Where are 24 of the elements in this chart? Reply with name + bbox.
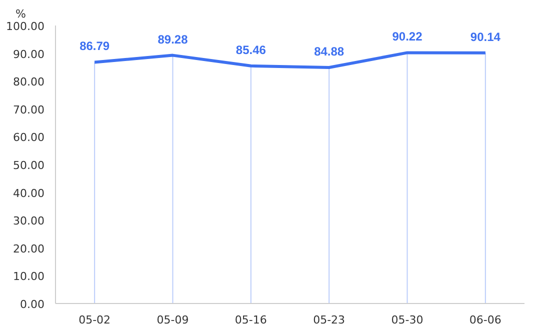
y-tick-label: 60.00 [13, 131, 45, 144]
x-tick-label: 05-30 [391, 314, 424, 326]
data-label: 89.28 [158, 32, 188, 46]
y-tick-label: 90.00 [13, 48, 45, 61]
y-tick-label: 40.00 [13, 186, 45, 200]
x-tick-label: 05-16 [234, 314, 267, 326]
y-tick-label: 30.00 [13, 214, 45, 228]
y-tick-label: 80.00 [13, 76, 45, 89]
y-tick-label: 20.00 [13, 242, 45, 256]
data-label: 86.79 [80, 39, 110, 54]
x-tick-label: 05-23 [313, 314, 346, 326]
y-tick-label: 0.00 [20, 298, 45, 311]
data-label: 90.22 [392, 30, 423, 44]
y-axis-title: % [16, 8, 26, 20]
data-label: 84.88 [314, 44, 344, 59]
data-label: 85.46 [236, 42, 266, 57]
y-tick-label: 70.00 [13, 103, 45, 116]
y-tick-label: 50.00 [13, 159, 45, 172]
y-tick-label: 100.00 [6, 20, 45, 33]
data-label: 90.14 [470, 30, 501, 44]
x-tick-label: 05-09 [156, 314, 189, 326]
x-tick-label: 05-02 [78, 314, 111, 326]
y-tick-label: 10.00 [13, 270, 45, 284]
x-tick-label: 06-06 [469, 314, 502, 326]
